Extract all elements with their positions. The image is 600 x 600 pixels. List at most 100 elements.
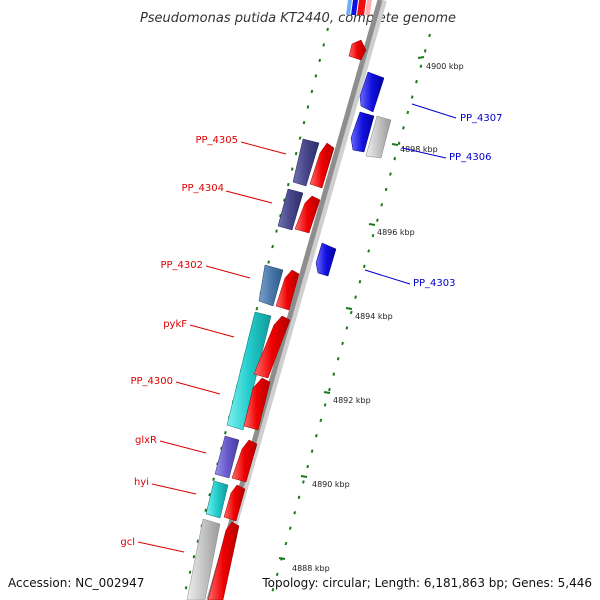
rail-tick bbox=[192, 555, 196, 559]
gene-arrow-hyi bbox=[223, 484, 246, 522]
rail-tick bbox=[290, 167, 294, 171]
connector-pp-4303 bbox=[364, 269, 411, 285]
rail-tick bbox=[423, 49, 427, 53]
rail-tick bbox=[275, 229, 278, 233]
edge-gene-fragment bbox=[365, 0, 372, 15]
gene-label-glxr: glxR bbox=[135, 435, 157, 446]
rail-tick bbox=[286, 182, 290, 187]
scale-marker bbox=[368, 223, 376, 226]
rail-tick bbox=[419, 64, 423, 68]
scale-labels: 4900 kbp 4898 kbp 4896 kbp 4894 kbp 4892… bbox=[292, 62, 464, 573]
rail-tick bbox=[323, 403, 327, 407]
gene-label-connectors bbox=[137, 103, 457, 553]
edge-gene-fragment bbox=[357, 0, 366, 15]
top-fragment bbox=[346, 0, 372, 15]
gene-arrow-pp-4300 bbox=[243, 377, 271, 431]
rail-tick bbox=[393, 156, 397, 161]
accession-text: Accession: NC_002947 bbox=[8, 576, 144, 590]
gene-labels: PP_4305 PP_4304 PP_4302 pykF PP_4300 glx… bbox=[120, 113, 502, 548]
rail-tick bbox=[376, 218, 379, 222]
gene-block-hyi bbox=[205, 480, 229, 519]
rail-tick bbox=[310, 89, 314, 94]
scale-marker bbox=[323, 391, 331, 394]
rail-tick bbox=[208, 493, 212, 497]
gene-block-pp-4304 bbox=[277, 188, 304, 231]
rail-tick bbox=[406, 110, 410, 115]
gene-label-pp-4302: PP_4302 bbox=[160, 260, 203, 271]
rail-tick bbox=[310, 449, 314, 453]
gene-label-pp-4304: PP_4304 bbox=[181, 183, 224, 194]
gene-arrow-pp-4307 bbox=[359, 71, 385, 113]
rail-tick bbox=[283, 198, 286, 202]
connector-pp-4304 bbox=[225, 190, 273, 204]
rail-tick bbox=[275, 572, 279, 577]
gene-arrow bbox=[294, 195, 321, 234]
gene-arrow-pykf bbox=[253, 315, 291, 379]
scale-marker bbox=[391, 143, 399, 146]
rail-tick bbox=[271, 244, 274, 249]
scale-marker bbox=[417, 56, 425, 59]
rail-tick bbox=[336, 357, 340, 361]
scale-marker bbox=[278, 557, 286, 560]
rail-tick bbox=[294, 151, 298, 156]
rail-tick bbox=[328, 387, 331, 392]
scale-label: 4888 kbp bbox=[292, 564, 330, 573]
right-tick-rail bbox=[271, 33, 431, 592]
rail-tick bbox=[204, 508, 208, 512]
gene-block-glxr bbox=[214, 435, 240, 479]
gene-arrow bbox=[275, 269, 300, 311]
gene-label-pp-4300: PP_4300 bbox=[130, 376, 173, 387]
connector-gcl bbox=[137, 541, 185, 553]
rail-tick bbox=[402, 126, 405, 130]
rail-tick bbox=[306, 464, 310, 469]
rail-tick bbox=[358, 280, 362, 284]
rail-tick bbox=[255, 306, 259, 311]
rail-tick bbox=[318, 58, 322, 63]
rail-tick bbox=[326, 27, 329, 32]
rail-tick bbox=[302, 120, 306, 125]
rail-tick bbox=[224, 430, 227, 435]
rail-tick bbox=[362, 264, 366, 269]
gene-arrow bbox=[309, 142, 335, 189]
connector-pp-4302 bbox=[205, 265, 251, 279]
connector-pp-4300 bbox=[175, 381, 221, 395]
rail-tick bbox=[188, 570, 192, 574]
gene-label-gcl: gcl bbox=[120, 537, 135, 548]
rail-tick bbox=[341, 341, 344, 346]
connector-glxr bbox=[159, 440, 207, 454]
gene-label-pp-4303: PP_4303 bbox=[413, 278, 456, 289]
gene-arrow bbox=[348, 39, 367, 61]
scale-label: 4894 kbp bbox=[355, 312, 393, 321]
connector-hyi bbox=[151, 483, 197, 495]
scale-label: 4892 kbp bbox=[333, 396, 371, 405]
gene-block-gray bbox=[365, 115, 392, 159]
gene-arrow-glxr bbox=[231, 439, 258, 483]
left-tick-rail bbox=[184, 27, 329, 590]
scale-label: 4896 kbp bbox=[377, 228, 415, 237]
rail-tick bbox=[220, 446, 223, 450]
edge-gene-fragment bbox=[351, 0, 358, 15]
rail-tick bbox=[293, 511, 297, 515]
gene-label-pp-4305: PP_4305 bbox=[195, 135, 238, 146]
scale-label: 4900 kbp bbox=[426, 62, 464, 71]
gene-label-pykf: pykF bbox=[163, 319, 187, 330]
rail-tick bbox=[397, 141, 401, 145]
rail-tick bbox=[322, 43, 326, 47]
rail-tick bbox=[371, 233, 375, 238]
rail-tick bbox=[380, 203, 384, 207]
rail-tick bbox=[212, 477, 215, 481]
gene-arrow-pp-4306 bbox=[350, 111, 375, 153]
scale-label: 4890 kbp bbox=[312, 480, 350, 489]
rail-tick bbox=[184, 586, 188, 590]
gene-label-pp-4306: PP_4306 bbox=[449, 152, 492, 163]
rail-tick bbox=[319, 418, 323, 423]
rail-tick bbox=[267, 260, 270, 264]
rail-tick bbox=[332, 372, 336, 376]
rail-tick bbox=[196, 539, 200, 543]
rail-tick bbox=[410, 95, 414, 99]
rail-tick bbox=[302, 480, 305, 484]
rail-tick bbox=[284, 541, 288, 546]
gene-label-pp-4307: PP_4307 bbox=[460, 113, 503, 124]
rail-tick bbox=[315, 434, 318, 438]
gene-arrow-gcl bbox=[207, 521, 240, 600]
